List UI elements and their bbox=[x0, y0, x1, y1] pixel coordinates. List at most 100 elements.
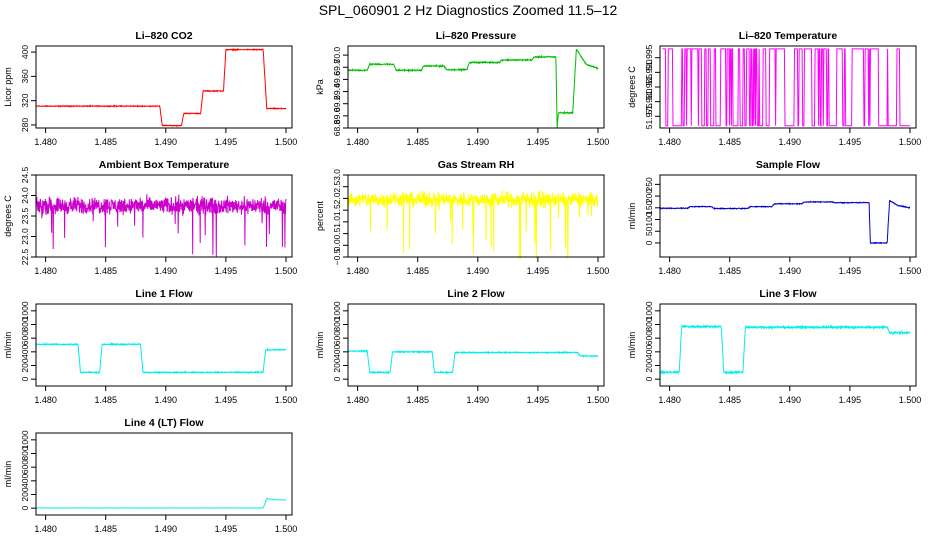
x-tick-label: 1.495 bbox=[215, 266, 238, 276]
series-line bbox=[35, 47, 287, 128]
x-tick-label: 1.485 bbox=[94, 524, 117, 534]
panel-title: Line 3 Flow bbox=[759, 288, 817, 300]
y-axis-label: degrees C bbox=[3, 195, 13, 237]
plot-frame bbox=[35, 45, 293, 129]
y-tick-label: 0.5 bbox=[332, 227, 342, 239]
y-tick-label: 69.6 bbox=[332, 71, 342, 88]
x-tick-label: 1.495 bbox=[839, 266, 862, 276]
x-tick-label: 1.495 bbox=[527, 395, 550, 405]
y-axis-label: ml/min bbox=[627, 332, 637, 359]
y-tick-label: 69.2 bbox=[332, 95, 342, 112]
plot-frame bbox=[35, 432, 293, 516]
x-tick-label: 1.480 bbox=[34, 524, 57, 534]
y-tick-label: 320 bbox=[20, 93, 30, 107]
x-tick-label: 1.500 bbox=[275, 137, 298, 147]
y-axis-label: ml/min bbox=[315, 332, 325, 359]
panel-title: Sample Flow bbox=[756, 159, 821, 171]
x-tick-label: 1.485 bbox=[718, 266, 741, 276]
x-tick-label: 1.480 bbox=[34, 266, 57, 276]
y-axis-label: ml/min bbox=[3, 332, 13, 359]
y-tick-label: 800 bbox=[20, 446, 30, 460]
panel-5: Gas Stream RH 1.480 1.485 1.490 1.495 1.500 −0… bbox=[315, 159, 609, 276]
series-line bbox=[662, 48, 910, 127]
y-tick-label: 0 bbox=[20, 506, 30, 511]
series-line bbox=[347, 48, 599, 129]
y-tick-label: −0.5 bbox=[332, 248, 342, 265]
series-line bbox=[659, 324, 911, 376]
y-tick-label: 51.995 bbox=[644, 44, 654, 70]
x-tick-label: 1.480 bbox=[346, 395, 369, 405]
x-tick-label: 1.485 bbox=[718, 137, 741, 147]
plot-frame bbox=[347, 303, 605, 387]
x-tick-label: 1.480 bbox=[658, 137, 681, 147]
y-axis-label: ml/min bbox=[627, 203, 637, 230]
panel-10: Line 4 (LT) Flow 1.480 1.485 1.490 1.495 1.50… bbox=[3, 417, 297, 534]
y-tick-label: 250 bbox=[644, 177, 654, 191]
y-tick-label: 50 bbox=[644, 226, 654, 236]
panel-2: Li–820 Pressure 1.480 1.485 1.490 1.495 1.500… bbox=[315, 30, 609, 147]
y-tick-label: 23.5 bbox=[20, 207, 30, 224]
x-tick-label: 1.480 bbox=[658, 395, 681, 405]
x-tick-label: 1.490 bbox=[467, 266, 490, 276]
y-tick-label: 51.975 bbox=[644, 103, 654, 129]
y-tick-label: 69.4 bbox=[332, 83, 342, 100]
y-tick-label: 400 bbox=[20, 45, 30, 59]
y-axis-label: ml/min bbox=[3, 461, 13, 488]
plot-frame bbox=[347, 174, 605, 258]
x-tick-label: 1.500 bbox=[587, 395, 610, 405]
panel-3: Li–820 Temperature 1.480 1.485 1.490 1.495 1.… bbox=[627, 30, 921, 147]
y-tick-label: 1000 bbox=[644, 301, 654, 320]
x-tick-label: 1.480 bbox=[346, 137, 369, 147]
y-tick-label: 600 bbox=[20, 460, 30, 474]
y-tick-label: 400 bbox=[332, 344, 342, 358]
series-line bbox=[35, 194, 287, 258]
y-tick-label: 0 bbox=[644, 240, 654, 245]
x-tick-label: 1.490 bbox=[155, 137, 178, 147]
x-tick-label: 1.485 bbox=[94, 137, 117, 147]
y-tick-label: 400 bbox=[20, 473, 30, 487]
y-tick-label: 0 bbox=[20, 377, 30, 382]
x-tick-label: 1.495 bbox=[839, 137, 862, 147]
x-tick-label: 1.500 bbox=[899, 266, 922, 276]
x-tick-label: 1.495 bbox=[527, 137, 550, 147]
y-tick-label: 24.5 bbox=[20, 166, 30, 183]
x-tick-label: 1.490 bbox=[467, 395, 490, 405]
y-tick-label: 600 bbox=[332, 331, 342, 345]
x-tick-label: 1.495 bbox=[839, 395, 862, 405]
x-tick-label: 1.485 bbox=[718, 395, 741, 405]
y-tick-label: 24.0 bbox=[20, 187, 30, 204]
panel-title: Line 4 (LT) Flow bbox=[124, 417, 204, 429]
panel-4: Ambient Box Temperature 1.480 1.485 1.490 1.… bbox=[3, 159, 297, 276]
panel-9: Line 3 Flow 1.480 1.485 1.490 1.495 1.500 0 200… bbox=[627, 288, 921, 405]
y-tick-label: 51.985 bbox=[644, 74, 654, 100]
x-tick-label: 1.485 bbox=[406, 266, 429, 276]
y-tick-label: 280 bbox=[20, 118, 30, 132]
panel-7: Line 1 Flow 1.480 1.485 1.490 1.495 1.500 0 200… bbox=[3, 288, 297, 405]
x-tick-label: 1.500 bbox=[275, 266, 298, 276]
x-tick-label: 1.490 bbox=[155, 266, 178, 276]
x-tick-label: 1.485 bbox=[406, 395, 429, 405]
x-tick-label: 1.495 bbox=[215, 524, 238, 534]
y-axis-label: Licor ppm bbox=[3, 67, 13, 107]
x-tick-label: 1.485 bbox=[94, 395, 117, 405]
y-tick-label: 0 bbox=[644, 377, 654, 382]
x-tick-label: 1.495 bbox=[215, 395, 238, 405]
y-tick-label: 800 bbox=[644, 317, 654, 331]
y-tick-label: 23.0 bbox=[20, 228, 30, 245]
series-line bbox=[35, 342, 287, 375]
x-tick-label: 1.495 bbox=[527, 266, 550, 276]
figure-title: SPL_060901 2 Hz Diagnostics Zoomed 11.5–… bbox=[318, 2, 618, 18]
y-tick-label: 1000 bbox=[20, 301, 30, 320]
y-tick-label: 0 bbox=[332, 377, 342, 382]
panel-1: Li–820 CO2 1.480 1.485 1.490 1.495 1.500 280 32… bbox=[3, 30, 297, 147]
y-tick-label: 1.5 bbox=[332, 204, 342, 216]
y-axis-label: degrees C bbox=[627, 66, 637, 108]
x-tick-label: 1.500 bbox=[899, 137, 922, 147]
y-tick-label: 69.0 bbox=[332, 107, 342, 124]
panel-title: Line 1 Flow bbox=[135, 288, 193, 300]
x-tick-label: 1.490 bbox=[155, 395, 178, 405]
y-tick-label: 69.8 bbox=[332, 59, 342, 76]
y-tick-label: 200 bbox=[20, 487, 30, 501]
y-tick-label: 360 bbox=[20, 69, 30, 83]
x-tick-label: 1.480 bbox=[658, 266, 681, 276]
